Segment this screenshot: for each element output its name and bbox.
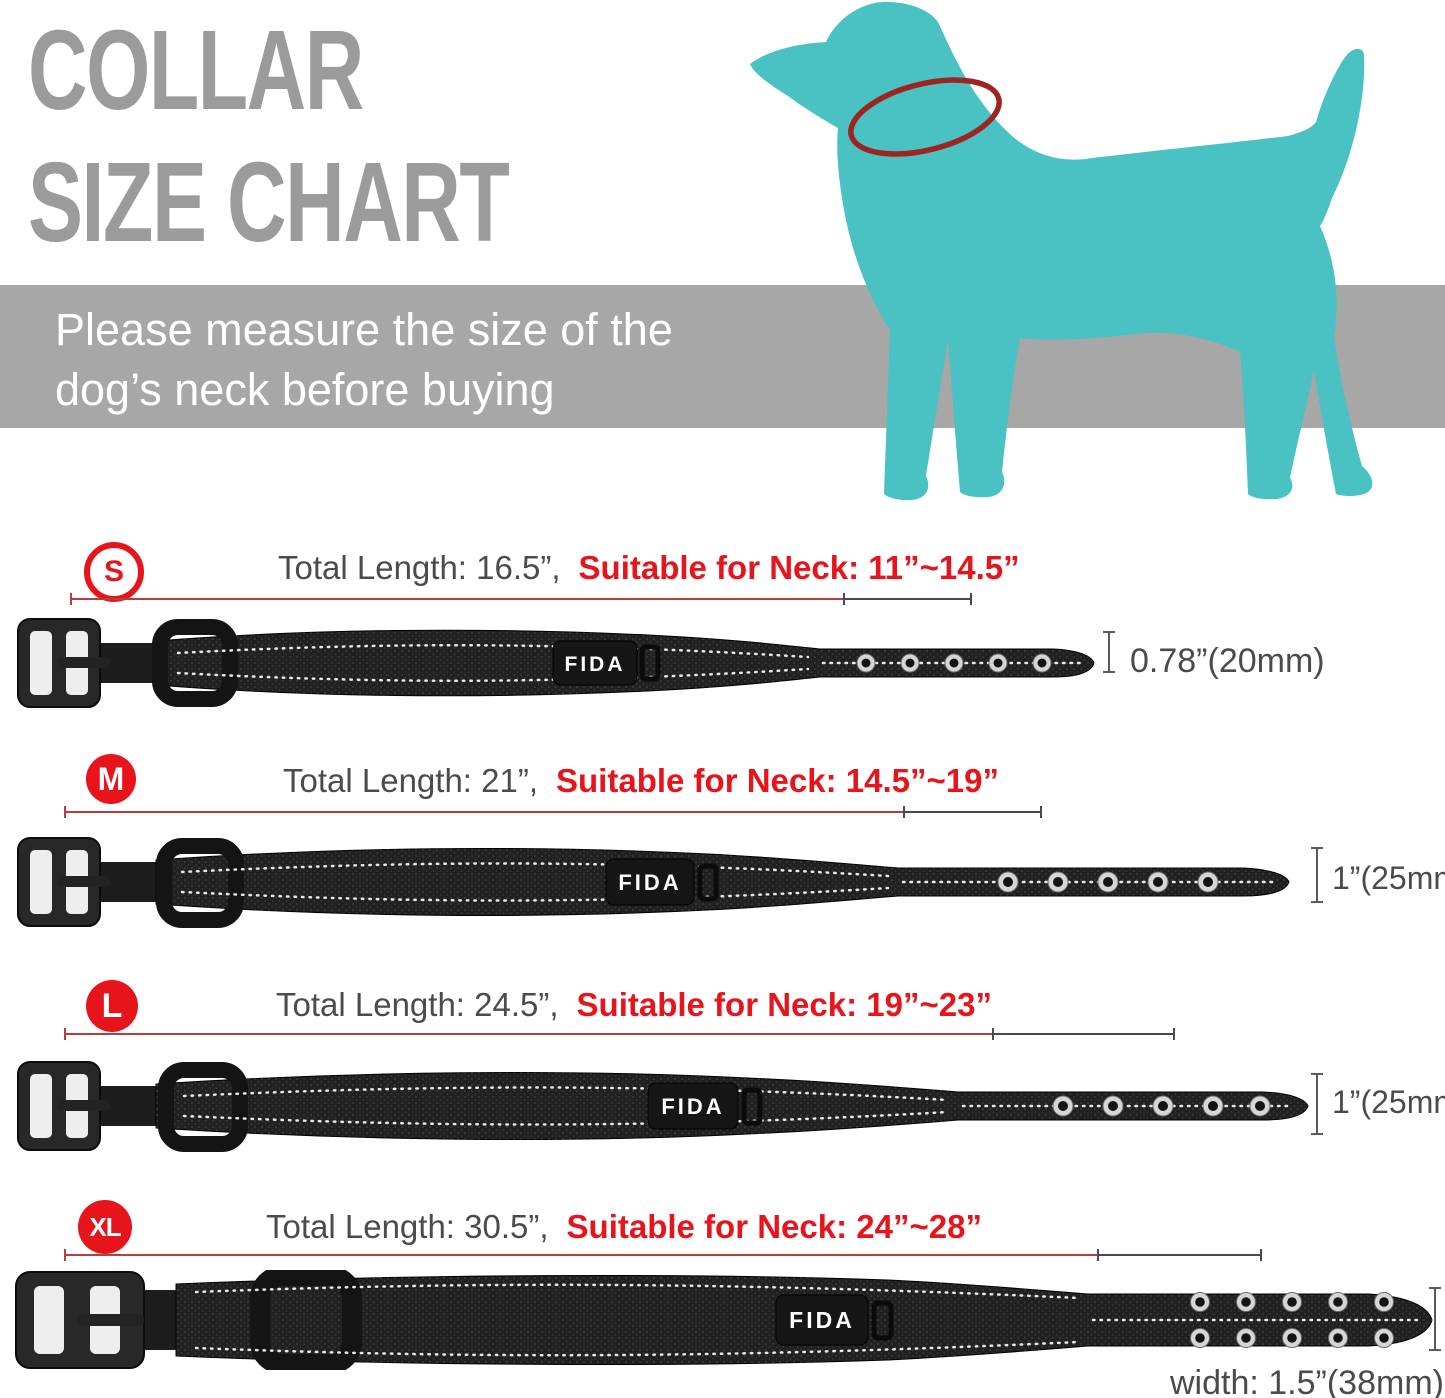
buckle bbox=[17, 1061, 110, 1151]
size-badge-l-label: L bbox=[101, 986, 123, 1025]
size-badge-l: L bbox=[86, 980, 138, 1032]
width-ibeam-icon bbox=[1429, 1287, 1441, 1351]
size-badge-m-label: M bbox=[97, 760, 125, 797]
size-row-xl-text: Total Length: 30.5”, Suitable for Neck: … bbox=[266, 1208, 982, 1246]
width-ibeam-icon bbox=[1311, 847, 1323, 903]
buckle bbox=[15, 1271, 145, 1369]
strap-connector bbox=[142, 1290, 182, 1350]
neck-range-label: Suitable for Neck: 24”~28” bbox=[566, 1208, 982, 1245]
size-row-s-text: Total Length: 16.5”, Suitable for Neck: … bbox=[278, 549, 1020, 587]
total-length-label: Total Length: 30.5”, bbox=[266, 1208, 549, 1245]
size-row-m: M Total Length: 21”, Suitable for Neck: … bbox=[0, 752, 1445, 980]
banner-line-1: Please measure the size of the bbox=[55, 304, 673, 355]
d-ring bbox=[250, 1270, 362, 1370]
neck-collar-ring bbox=[848, 77, 1002, 157]
reflective-stitching bbox=[194, 1283, 1420, 1357]
neck-range-label: Suitable for Neck: 11”~14.5” bbox=[578, 549, 1020, 586]
d-ring bbox=[156, 838, 244, 928]
collar-image-s: FIDA bbox=[17, 618, 1095, 708]
width-ibeam-icon bbox=[1311, 1073, 1323, 1135]
measure-line-m bbox=[64, 805, 1042, 819]
collar-image-l: FIDA bbox=[17, 1061, 1309, 1152]
total-length-label: Total Length: 24.5”, bbox=[276, 986, 559, 1023]
measure-line-l bbox=[64, 1027, 1175, 1041]
page-title: COLLAR SIZE CHART bbox=[28, 4, 510, 268]
brand-tag: FIDA bbox=[775, 1294, 894, 1346]
title-line-2: SIZE CHART bbox=[28, 139, 510, 266]
size-row-xl: XL Total Length: 30.5”, Suitable for Nec… bbox=[0, 1198, 1445, 1398]
measure-line-xl bbox=[64, 1248, 1262, 1262]
size-badge-xl-label: XL bbox=[89, 1211, 121, 1242]
d-ring bbox=[152, 619, 238, 707]
brand-label: FIDA bbox=[565, 653, 626, 676]
buckle bbox=[17, 837, 110, 927]
measure-line-s bbox=[70, 592, 972, 606]
buckle bbox=[17, 618, 110, 708]
eyelets bbox=[1052, 1095, 1271, 1117]
size-row-l: L Total Length: 24.5”, Suitable for Neck… bbox=[0, 978, 1445, 1200]
size-row-l-text: Total Length: 24.5”, Suitable for Neck: … bbox=[276, 986, 992, 1024]
width-ibeam-icon bbox=[1103, 631, 1115, 673]
dog-body-shape bbox=[750, 1, 1373, 501]
brand-label: FIDA bbox=[618, 870, 681, 895]
brand-tag: FIDA bbox=[605, 858, 719, 906]
size-badge-s-label: S bbox=[103, 555, 124, 588]
brand-tag: FIDA bbox=[552, 640, 661, 686]
banner-line-2: dog’s neck before buying bbox=[55, 364, 555, 415]
total-length-label: Total Length: 21”, bbox=[283, 762, 539, 799]
size-badge-m: M bbox=[86, 754, 136, 804]
width-label-xl: width: 1.5”(38mm) bbox=[1170, 1364, 1444, 1398]
size-badge-xl: XL bbox=[78, 1200, 132, 1254]
size-row-m-text: Total Length: 21”, Suitable for Neck: 14… bbox=[283, 762, 999, 800]
total-length-label: Total Length: 16.5”, bbox=[278, 549, 561, 586]
brand-label: FIDA bbox=[789, 1307, 855, 1333]
width-label-l: 1”(25mm) bbox=[1332, 1084, 1445, 1120]
eyelets bbox=[997, 871, 1219, 893]
title-line-1: COLLAR bbox=[28, 7, 364, 133]
neck-range-label: Suitable for Neck: 19”~23” bbox=[576, 986, 992, 1023]
size-badge-s: S bbox=[84, 542, 144, 602]
d-ring bbox=[158, 1062, 248, 1152]
neck-range-label: Suitable for Neck: 14.5”~19” bbox=[556, 762, 999, 799]
reflective-stitching bbox=[182, 1086, 1295, 1126]
width-label-s: 0.78”(20mm) bbox=[1130, 642, 1325, 680]
brand-tag: FIDA bbox=[647, 1082, 763, 1130]
collar-image-m: FIDA bbox=[17, 837, 1290, 928]
width-label-m: 1”(25mm) bbox=[1332, 860, 1445, 896]
collar-image-xl: FIDA bbox=[15, 1270, 1433, 1370]
brand-label: FIDA bbox=[661, 1094, 724, 1119]
eyelets bbox=[1190, 1292, 1394, 1348]
size-row-s: S Total Length: 16.5”, Suitable for Neck… bbox=[0, 540, 1445, 755]
dog-silhouette bbox=[750, 1, 1373, 501]
eyelets bbox=[856, 653, 1052, 673]
